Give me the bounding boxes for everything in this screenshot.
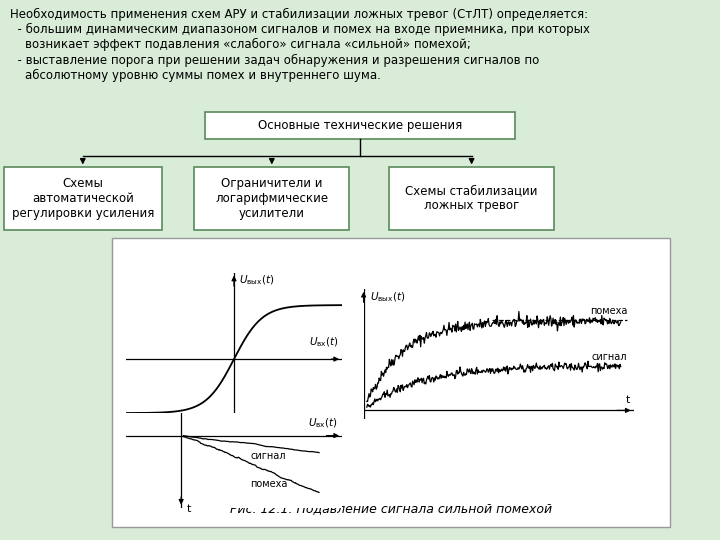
Text: - выставление порога при решении задач обнаружения и разрешения сигналов по: - выставление порога при решении задач о… — [10, 53, 539, 66]
Text: t: t — [186, 504, 191, 514]
FancyBboxPatch shape — [205, 112, 515, 139]
Text: сигнал: сигнал — [250, 451, 286, 461]
Text: $U_{\rm вых}(t)$: $U_{\rm вых}(t)$ — [370, 291, 405, 304]
Text: Схемы стабилизации
ложных тревог: Схемы стабилизации ложных тревог — [405, 185, 538, 212]
Text: $U_{\rm вых}(t)$: $U_{\rm вых}(t)$ — [239, 274, 274, 287]
Text: $U_{\rm вх}(t)$: $U_{\rm вх}(t)$ — [307, 416, 338, 430]
Text: Ограничители и
логарифмические
усилители: Ограничители и логарифмические усилители — [215, 177, 328, 220]
Text: сигнал: сигнал — [592, 352, 627, 362]
Text: t: t — [626, 395, 631, 405]
Text: абсолютному уровню суммы помех и внутреннего шума.: абсолютному уровню суммы помех и внутрен… — [10, 69, 381, 82]
Text: $U_{\rm вх}(t)$: $U_{\rm вх}(t)$ — [309, 336, 338, 349]
Text: Рис. 12.1. Подавление сигнала сильной помехой: Рис. 12.1. Подавление сигнала сильной по… — [230, 502, 552, 515]
Text: Схемы
автоматической
регулировки усиления: Схемы автоматической регулировки усилени… — [12, 177, 154, 220]
Text: Основные технические решения: Основные технические решения — [258, 119, 462, 132]
Text: помеха: помеха — [250, 480, 287, 489]
FancyBboxPatch shape — [4, 167, 162, 230]
FancyBboxPatch shape — [112, 238, 670, 526]
FancyBboxPatch shape — [194, 167, 349, 230]
Text: Необходимость применения схем АРУ и стабилизации ложных тревог (СтЛТ) определяет: Необходимость применения схем АРУ и стаб… — [10, 8, 588, 21]
Text: помеха: помеха — [590, 306, 627, 315]
FancyBboxPatch shape — [389, 167, 554, 230]
Text: - большим динамическим диапазоном сигналов и помех на входе приемника, при котор: - большим динамическим диапазоном сигнал… — [10, 23, 590, 36]
Text: возникает эффект подавления «слабого» сигнала «сильной» помехой;: возникает эффект подавления «слабого» си… — [10, 38, 471, 51]
